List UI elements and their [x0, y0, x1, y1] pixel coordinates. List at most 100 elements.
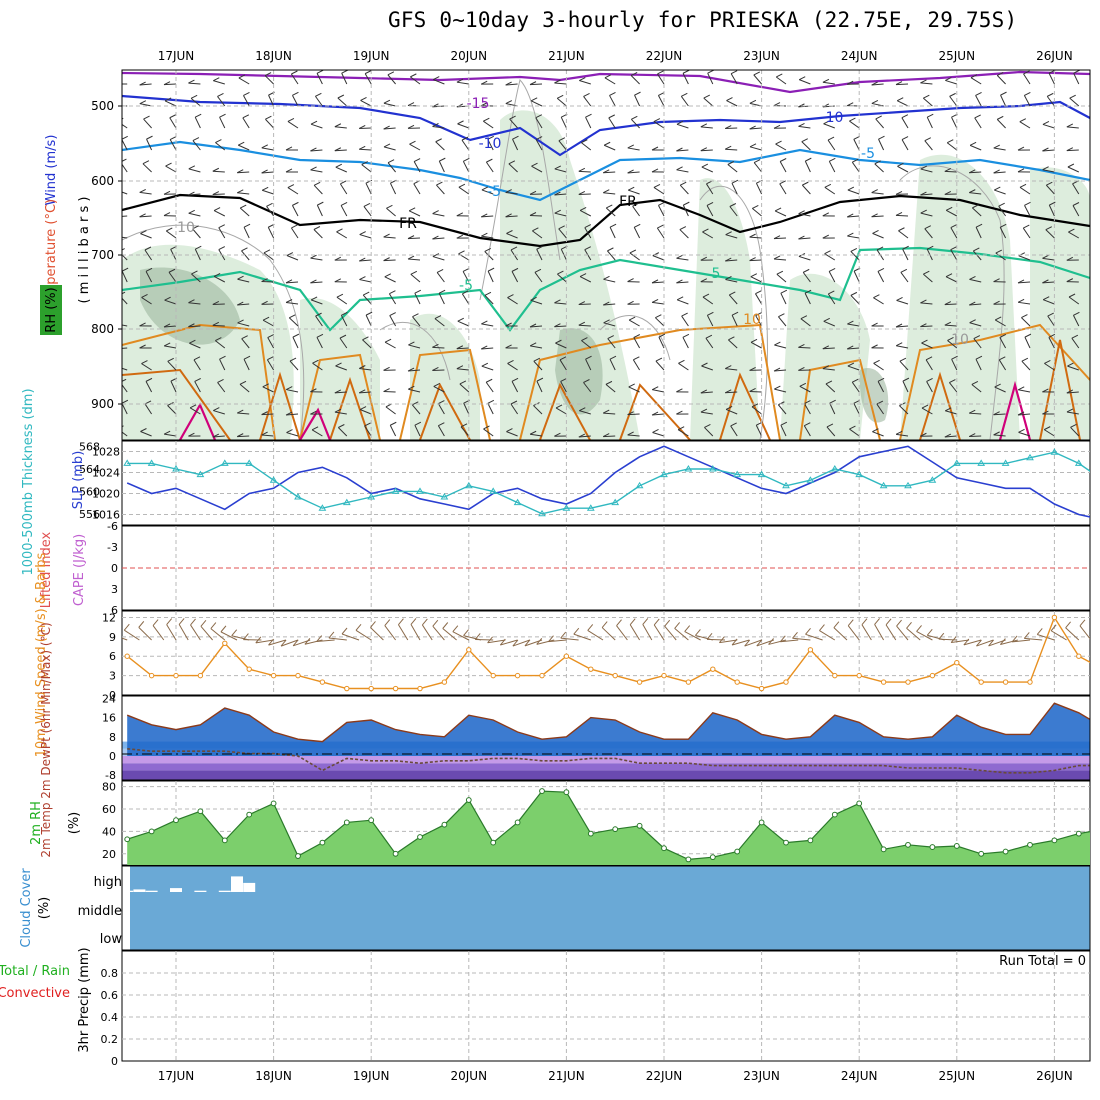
slp-tick: 1020	[92, 488, 120, 501]
isotherm-10	[122, 323, 1090, 440]
date-label-bottom: 17JUN	[158, 1069, 195, 1083]
temp2m-tick: 0	[109, 750, 116, 763]
wind10m-tick: 6	[109, 650, 116, 663]
rh2m-point	[148, 828, 155, 835]
contour-label: -10	[479, 136, 502, 152]
temp2m-tick: 16	[102, 712, 116, 725]
wind10m-panel: 12 9 6 3 0 10m Wind Speed (m/s) & Barbs	[34, 552, 1091, 757]
wind10m-point	[417, 685, 423, 692]
wind10m-point	[905, 679, 911, 685]
contour-label: -5	[459, 278, 473, 294]
rh2m-point	[246, 811, 253, 818]
lifted-index-tick: 6	[111, 604, 118, 617]
thickness-point	[1001, 459, 1010, 466]
rh2m-point	[221, 837, 228, 844]
rh2m-point	[1075, 830, 1082, 837]
precip-panel: 0.8 0.6 0.4 0.2 0 Run Total = 0 Total / Rain…	[0, 947, 1091, 1068]
wind10m-point	[270, 672, 277, 679]
rh-legend-swatch	[40, 285, 62, 335]
cloud-high-bar	[218, 890, 231, 892]
date-label-bottom: 25JUN	[939, 1069, 976, 1083]
wind10m-point	[173, 672, 179, 679]
pressure-tick: 700	[91, 248, 114, 262]
rh2m-point	[417, 834, 423, 840]
thickness-point	[538, 509, 546, 517]
thickness-point	[562, 504, 571, 511]
wind10m-point	[148, 672, 155, 679]
rh2m-point	[807, 837, 814, 844]
isotherm-5	[122, 246, 1090, 332]
lifted-index-tick: -6	[107, 520, 118, 533]
lifted-index-tick: 0	[111, 562, 118, 575]
rh2m-point	[124, 836, 131, 843]
wind10m-point	[880, 679, 887, 685]
rh2m-point	[270, 800, 277, 807]
wind10m-point	[1027, 679, 1033, 685]
wind10m-point	[563, 653, 570, 659]
isotherm-20	[179, 380, 1032, 440]
contour-label: FR	[399, 216, 417, 232]
thickness-series-line	[127, 451, 1090, 515]
thickness-point	[416, 487, 424, 494]
date-label-bottom: 18JUN	[255, 1069, 292, 1083]
wind10m-markers	[124, 614, 1082, 692]
wind10m-point	[807, 647, 814, 653]
thickness-point	[586, 504, 595, 511]
wind10m-point	[612, 672, 618, 679]
wind10m-point	[636, 679, 643, 685]
wind10m-point	[1076, 653, 1082, 659]
thickness-point	[1026, 453, 1034, 461]
thickness-point	[1050, 448, 1059, 455]
rh2m-tick: 20	[102, 848, 116, 861]
temp2m-tick: -8	[105, 769, 116, 782]
thickness-point	[123, 459, 132, 466]
cape-label: CAPE (J/kg)	[72, 534, 87, 606]
date-axis-top: 17JUN 18JUN 19JUN 20JUN 21JUN 22JUN 23JUN 24JUN…	[158, 49, 1073, 63]
date-label-bottom: 26JUN	[1036, 1069, 1073, 1083]
thickness-point	[660, 470, 668, 478]
date-label-top: 26JUN	[1036, 49, 1073, 63]
temp2m-series-line	[126, 702, 1090, 743]
run-total: Run Total = 0	[999, 954, 1086, 969]
precip-tick: 0	[111, 1055, 118, 1068]
slp-tick: 1016	[92, 509, 120, 522]
cloud-high-bar	[194, 890, 207, 892]
cloud-background	[130, 866, 1090, 950]
rh2m-point	[929, 844, 936, 850]
isotherm-freezing	[122, 193, 1090, 248]
wind10m-point	[734, 679, 740, 685]
wind10m-point	[1051, 614, 1058, 621]
thickness-point	[855, 470, 864, 478]
wind10m-series-line	[126, 615, 1090, 690]
thickness-axis: 568 564 560 556	[79, 441, 100, 521]
lifted-index-tick: -3	[107, 541, 118, 554]
wind10m-point	[539, 672, 545, 679]
rh2m-point	[661, 845, 667, 852]
cloud-high-bar	[145, 890, 158, 892]
isotherm-minus10	[122, 94, 1090, 157]
slp-series-line	[126, 445, 1090, 518]
rh2m-point	[173, 817, 179, 824]
cloud-level-middle: middle	[78, 904, 122, 919]
thickness-point	[147, 459, 156, 466]
contour-label: FR	[619, 194, 637, 210]
cloud-level-high: high	[94, 875, 122, 890]
rh2m-unit: (%)	[67, 812, 82, 835]
thickness-point	[904, 481, 912, 489]
slp-axis: 1028 1024 1020 1016	[92, 446, 120, 522]
thickness-point	[196, 470, 205, 478]
wind10m-point	[685, 679, 692, 685]
thickness-point	[318, 504, 327, 511]
pressure-tick: 500	[91, 99, 114, 113]
rh2m-point	[978, 850, 985, 857]
rh2m-point	[392, 850, 399, 857]
slp-tick: 1028	[92, 446, 120, 459]
date-label-top: 23JUN	[743, 49, 780, 63]
wind10m-point	[710, 666, 716, 672]
rh2m-point	[514, 819, 521, 826]
wind10m-point	[490, 672, 496, 679]
cloud-panel: high middle low Cloud Cover (%)	[19, 865, 1091, 951]
wind10m-point	[758, 685, 765, 692]
precip-tick: 0.6	[101, 989, 119, 1002]
